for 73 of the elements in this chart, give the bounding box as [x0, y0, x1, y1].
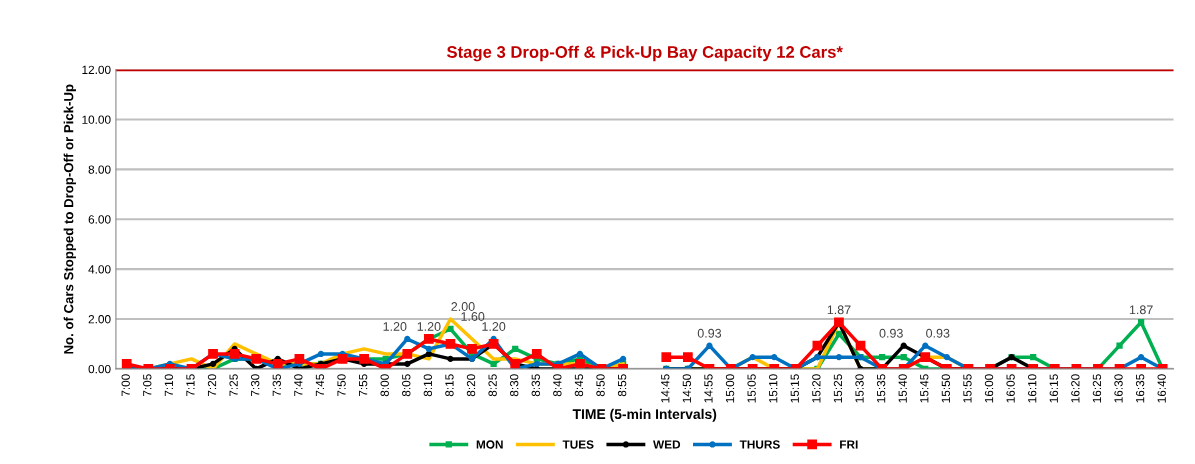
x-tick-label: 8:55 [617, 374, 627, 397]
legend-label: FRI [840, 440, 858, 449]
annotation: 0.93 [697, 328, 722, 338]
x-tick-label: 15:45 [920, 374, 929, 403]
x-tick-label: 8:15 [445, 374, 454, 397]
x-tick-label: 15:55 [963, 374, 972, 403]
x-tick-label: 7:30 [251, 374, 260, 397]
x-tick-label: 15:25 [833, 374, 843, 403]
x-tick-label: 8:50 [596, 374, 605, 397]
x-tick-label: 7:55 [359, 374, 368, 397]
annotation: 1.20 [482, 322, 506, 331]
x-tick-label: 8:45 [574, 374, 584, 397]
x-tick-label: 7:10 [164, 374, 174, 397]
x-tick-label: 16:35 [1135, 374, 1145, 403]
y-tick-label: 0.00 [88, 364, 111, 374]
x-tick-label: 8:05 [402, 374, 411, 397]
x-tick-label: 15:00 [725, 374, 735, 403]
y-tick-label: 10.00 [82, 115, 111, 124]
legend-label: WED [653, 440, 681, 449]
x-tick-label: 16:20 [1071, 374, 1080, 403]
x-tick-label: 16:10 [1028, 374, 1037, 403]
x-tick-label: 7:05 [143, 374, 152, 397]
annotation: 1.87 [1129, 305, 1153, 315]
x-tick-label: 16:30 [1114, 374, 1123, 403]
y-tick-label: 6.00 [88, 215, 111, 224]
y-tick-label: 2.00 [88, 315, 111, 324]
x-tick-label: 8:20 [466, 374, 476, 397]
x-tick-label: 8:40 [553, 374, 562, 397]
y-axis-title: No. of Cars Stopped to Drop-Off or Pick-Up [63, 84, 76, 354]
x-tick-label: 7:45 [315, 374, 325, 397]
x-tick-label: 7:25 [229, 374, 238, 397]
annotation: 1.87 [827, 305, 851, 315]
annotation: 1.20 [417, 322, 441, 331]
x-tick-label: 7:35 [272, 374, 281, 397]
x-tick-label: 16:15 [1049, 374, 1058, 403]
legend-label: TUES [562, 440, 594, 449]
y-tick-label: 4.00 [88, 265, 111, 274]
x-tick-label: 7:50 [337, 374, 346, 397]
x-tick-label: 7:00 [121, 374, 130, 397]
x-tick-label: 14:55 [704, 374, 713, 403]
x-tick-label: 7:20 [207, 374, 217, 397]
x-tick-label: 7:15 [186, 374, 195, 397]
x-tick-label: 15:20 [812, 374, 821, 403]
x-tick-label: 15:10 [769, 374, 778, 403]
x-tick-label: 14:50 [682, 374, 692, 403]
annotation: 0.93 [879, 328, 903, 338]
x-tick-label: 15:35 [876, 374, 886, 403]
x-tick-label: 16:40 [1157, 374, 1166, 403]
x-axis-title: TIME (5-min Intervals) [572, 408, 717, 422]
x-tick-label: 8:30 [510, 374, 519, 397]
x-tick-label: 15:15 [790, 374, 799, 403]
x-tick-label: 16:25 [1092, 374, 1102, 403]
annotation: 1.60 [461, 312, 485, 321]
x-tick-label: 16:05 [1006, 374, 1015, 403]
x-tick-label: 7:40 [294, 374, 303, 397]
x-tick-label: 15:40 [898, 374, 907, 403]
x-tick-label: 15:50 [941, 374, 951, 403]
x-tick-label: 8:00 [380, 374, 389, 397]
y-tick-label: 8.00 [88, 165, 111, 174]
annotation: 2.00 [451, 302, 475, 311]
legend-label: THURS [739, 440, 780, 449]
x-tick-label: 8:10 [423, 374, 433, 397]
x-tick-label: 8:25 [488, 374, 497, 397]
x-tick-label: 16:00 [984, 374, 994, 403]
x-tick-label: 15:30 [855, 374, 864, 403]
y-tick-label: 12.00 [82, 65, 111, 74]
annotation: 0.93 [926, 328, 950, 338]
x-tick-label: 14:45 [661, 374, 670, 403]
x-tick-label: 15:05 [747, 374, 756, 403]
x-tick-label: 8:35 [531, 374, 540, 397]
annotation: 1.20 [383, 322, 407, 331]
legend-label: MON [476, 440, 503, 449]
ref-line-label: Stage 3 Drop-Off & Pick-Up Bay Capacity 12 Cars* [446, 45, 843, 62]
